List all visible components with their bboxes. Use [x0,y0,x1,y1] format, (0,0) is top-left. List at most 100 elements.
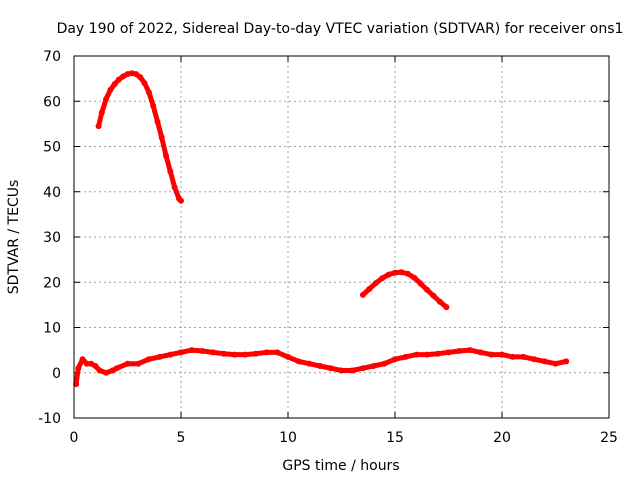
data-point [349,367,356,374]
y-tick-label: 0 [52,366,61,382]
x-tick-label: 10 [279,430,297,446]
x-tick-label: 5 [177,430,186,446]
data-point [456,348,463,354]
data-point [392,269,398,276]
data-point [563,358,570,365]
data-point [392,356,398,363]
data-point [411,274,418,281]
data-point [424,351,431,358]
data-point [178,349,184,356]
y-tick-label: 20 [43,275,61,291]
data-point [385,271,392,278]
data-point [477,349,484,356]
data-point [327,365,334,372]
plot-frame [73,55,610,419]
data-point [178,197,184,204]
data-point [220,350,227,357]
data-point [158,134,165,141]
data-point [242,351,249,358]
data-point [424,286,431,293]
data-point [167,351,174,358]
data-point [107,86,114,93]
data-point [96,367,103,374]
data-point [141,80,148,87]
data-point [338,367,345,374]
axis-ticks: 0 5 10 15 20 25 -10 0 10 20 30 40 50 60 70 [38,49,618,446]
data-point [417,280,424,287]
data-point [306,360,313,367]
data-point [98,109,105,116]
data-point [285,353,291,360]
data-point [430,292,437,299]
data-point [199,348,206,354]
x-tick-label: 15 [386,430,404,446]
y-tick-label: 40 [43,185,61,201]
data-point [445,349,452,356]
data-point [154,118,161,125]
data-point [372,280,379,287]
data-point [381,360,388,367]
data-point [111,81,118,88]
data-point [167,168,174,175]
y-tick-label: -10 [38,411,61,427]
data-point [366,286,373,292]
series-arc-mid [360,269,449,310]
data-point [145,356,152,363]
data-point [163,152,169,159]
data-point [434,350,441,357]
data-point [520,353,527,360]
data-point [115,76,122,83]
data-point [317,363,324,369]
data-point [156,353,163,360]
data-point [509,353,516,360]
data-point [359,365,366,372]
data-point [92,363,99,369]
data-point [113,365,120,372]
data-point [379,275,386,282]
data-point [75,365,82,372]
data-point [83,360,90,367]
chart-title: Day 190 of 2022, Sidereal Day-to-day VTE… [57,21,624,37]
y-tick-label: 60 [43,94,61,110]
data-point [145,89,152,96]
data-point [135,360,142,367]
plot-area [73,70,570,388]
x-tick-label: 0 [70,430,79,446]
data-point [188,347,195,354]
data-point [79,356,86,363]
y-tick-label: 10 [43,321,61,337]
data-point [370,363,377,369]
y-tick-label: 70 [43,49,61,65]
data-point [413,351,420,358]
data-point [488,351,495,358]
grid [74,56,609,418]
data-point [359,291,366,298]
x-tick-label: 25 [600,430,618,446]
data-point [404,270,411,277]
data-point [541,358,548,365]
data-point [171,184,178,191]
x-axis-label: GPS time / hours [282,458,399,474]
data-point [150,102,157,109]
data-point [73,381,80,388]
data-point [210,349,217,356]
data-point [263,349,270,356]
data-point [103,369,110,376]
data-point [402,353,409,360]
data-point [398,269,405,276]
data-point [499,351,505,358]
data-point [103,96,110,102]
data-point [466,347,473,354]
data-point [95,123,102,130]
y-axis-label: SDTVAR / TECUs [6,180,22,295]
data-point [133,71,140,78]
data-point [552,360,559,367]
data-point [274,349,281,356]
data-point [295,358,302,365]
y-tick-label: 50 [43,140,61,156]
data-point [531,356,538,363]
data-point [443,304,450,311]
x-tick-label: 20 [493,430,511,446]
data-point [137,74,144,81]
